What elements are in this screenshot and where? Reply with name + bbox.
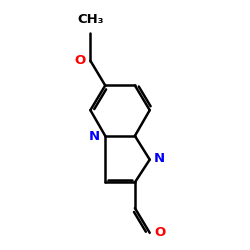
Text: O: O xyxy=(155,226,166,239)
Text: N: N xyxy=(154,152,165,165)
Text: O: O xyxy=(74,54,86,67)
Text: CH₃: CH₃ xyxy=(77,13,104,26)
Text: N: N xyxy=(88,130,100,143)
